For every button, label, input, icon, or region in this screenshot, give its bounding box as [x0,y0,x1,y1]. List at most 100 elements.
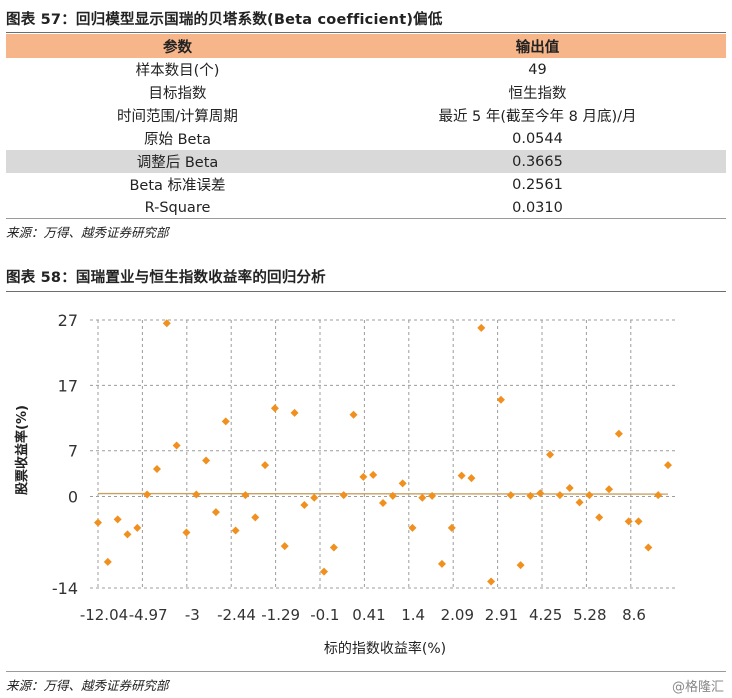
x-tick-label: 8.6 [622,606,646,624]
scatter-point [152,465,161,474]
y-axis-label: 股票收益率(%) [14,405,30,495]
scatter-point [506,491,515,500]
scatter-point [585,491,594,500]
scatter-point [418,493,427,502]
scatter-point [595,513,604,522]
scatter-point [280,542,289,551]
row-value: 最近 5 年(截至今年 8 月底)/月 [438,109,637,125]
watermark: @格隆汇 [671,680,724,695]
y-tick-labels: 27 17 7 0 -14 [52,311,78,598]
row-value: 0.0310 [512,199,563,216]
scatter-point [231,526,240,535]
scatter-point [310,493,319,502]
y-tick-label: 27 [58,311,78,330]
x-tick-label: 5.28 [573,606,606,624]
scatter-point [516,561,525,570]
scatter-point [241,491,250,500]
chart-title-rule [6,291,726,292]
table-row: Beta 标准误差 0.2561 [6,173,726,196]
header-value: 输出值 [349,34,726,58]
scatter-point [614,429,623,438]
x-tick-label: -12.04 [80,606,128,624]
scatter-point [359,472,368,481]
chart-source-rule [6,671,726,672]
scatter-point [624,517,633,526]
row-value: 恒生指数 [508,86,567,102]
scatter-point [526,491,535,500]
scatter-point [162,319,171,328]
scatter-point [300,500,309,509]
table-row-highlighted: 调整后 Beta 0.3665 [6,150,726,173]
chart-figure-title: 图表 58：国瑞置业与恒生指数收益率的回归分析 [6,270,326,286]
chart-source: 来源：万得、越秀证券研究部 [6,678,169,693]
table-figure-title: 图表 57：回归模型显示国瑞的贝塔系数(Beta coefficient)偏低 [6,12,443,28]
x-tick-label: 2.91 [485,606,518,624]
y-tick-label: 7 [68,442,78,461]
scatter-point [182,528,191,537]
regression-scatter-chart: 27 17 7 0 -14 -12.04 -4.97 -3 -2.44 -1.29 -0.1 0.4… [14,311,676,657]
scatter-point [320,567,329,576]
scatter-point [477,323,486,332]
scatter-point [575,498,584,507]
row-value: 0.2561 [512,176,563,193]
scatter-point [103,557,112,566]
scatter-point [437,559,446,568]
row-value: 0.3665 [349,150,726,173]
table-row: 原始 Beta 0.0544 [6,127,726,150]
x-axis-label: 标的指数收益率(%) [324,640,446,657]
y-tick-label: 17 [58,376,78,395]
scatter-point [428,491,437,500]
chart-grid [90,319,676,589]
scatter-point [408,523,417,532]
scatter-point [261,461,270,470]
scatter-point [447,523,456,532]
scatter-point [339,491,348,500]
x-tick-label: 4.25 [529,606,562,624]
scatter-point [664,461,672,470]
scatter-point [143,490,152,499]
scatter-point [270,404,279,413]
row-value: 0.0544 [512,130,563,147]
scatter-point [202,456,211,465]
row-value: 49 [528,61,547,78]
x-tick-label: -2.44 [217,606,256,624]
x-tick-label: 1.4 [401,606,425,624]
scatter-point [487,577,496,586]
scatter-point [644,543,653,552]
trendline [97,492,669,495]
scatter-point [555,491,564,500]
scatter-point [192,490,201,499]
x-tick-label: -3 [185,606,200,624]
table-source-rule [6,218,726,219]
scatter-point [605,485,614,494]
x-tick-labels: -12.04 -4.97 -3 -2.44 -1.29 -0.1 0.41 1.4 2.09 2.… [80,606,646,624]
y-tick-label: -14 [52,579,78,598]
table-source: 来源：万得、越秀证券研究部 [6,225,169,240]
row-param: 原始 Beta [143,132,212,148]
scatter-point [251,513,260,522]
scatter-point [172,441,181,450]
scatter-point [536,489,545,498]
scatter-point [496,395,505,404]
table-row: R-Square 0.0310 [6,196,726,219]
scatter-point [654,491,663,500]
table-header-row: 参数 输出值 [6,34,726,58]
scatter-point [546,450,555,459]
scatter-point [467,474,476,483]
row-param: 时间范围/计算周期 [117,109,238,125]
scatter-point [565,483,574,492]
x-tick-label: -4.97 [129,606,168,624]
row-param: 调整后 Beta [6,150,349,173]
x-tick-label: -1.29 [261,606,300,624]
table-row: 样本数目(个) 49 [6,58,726,81]
scatter-point [133,523,142,532]
table-row: 时间范围/计算周期 最近 5 年(截至今年 8 月底)/月 [6,104,726,127]
scatter-point [290,408,299,417]
scatter-point [369,470,378,479]
scatter-points [94,319,672,586]
scatter-point [634,517,643,526]
beta-table: 参数 输出值 样本数目(个) 49 目标指数 恒生指数 时间范围/计算周期 最近… [6,34,726,219]
scatter-point [221,417,230,426]
row-param: 样本数目(个) [135,63,220,79]
scatter-point [329,543,338,552]
